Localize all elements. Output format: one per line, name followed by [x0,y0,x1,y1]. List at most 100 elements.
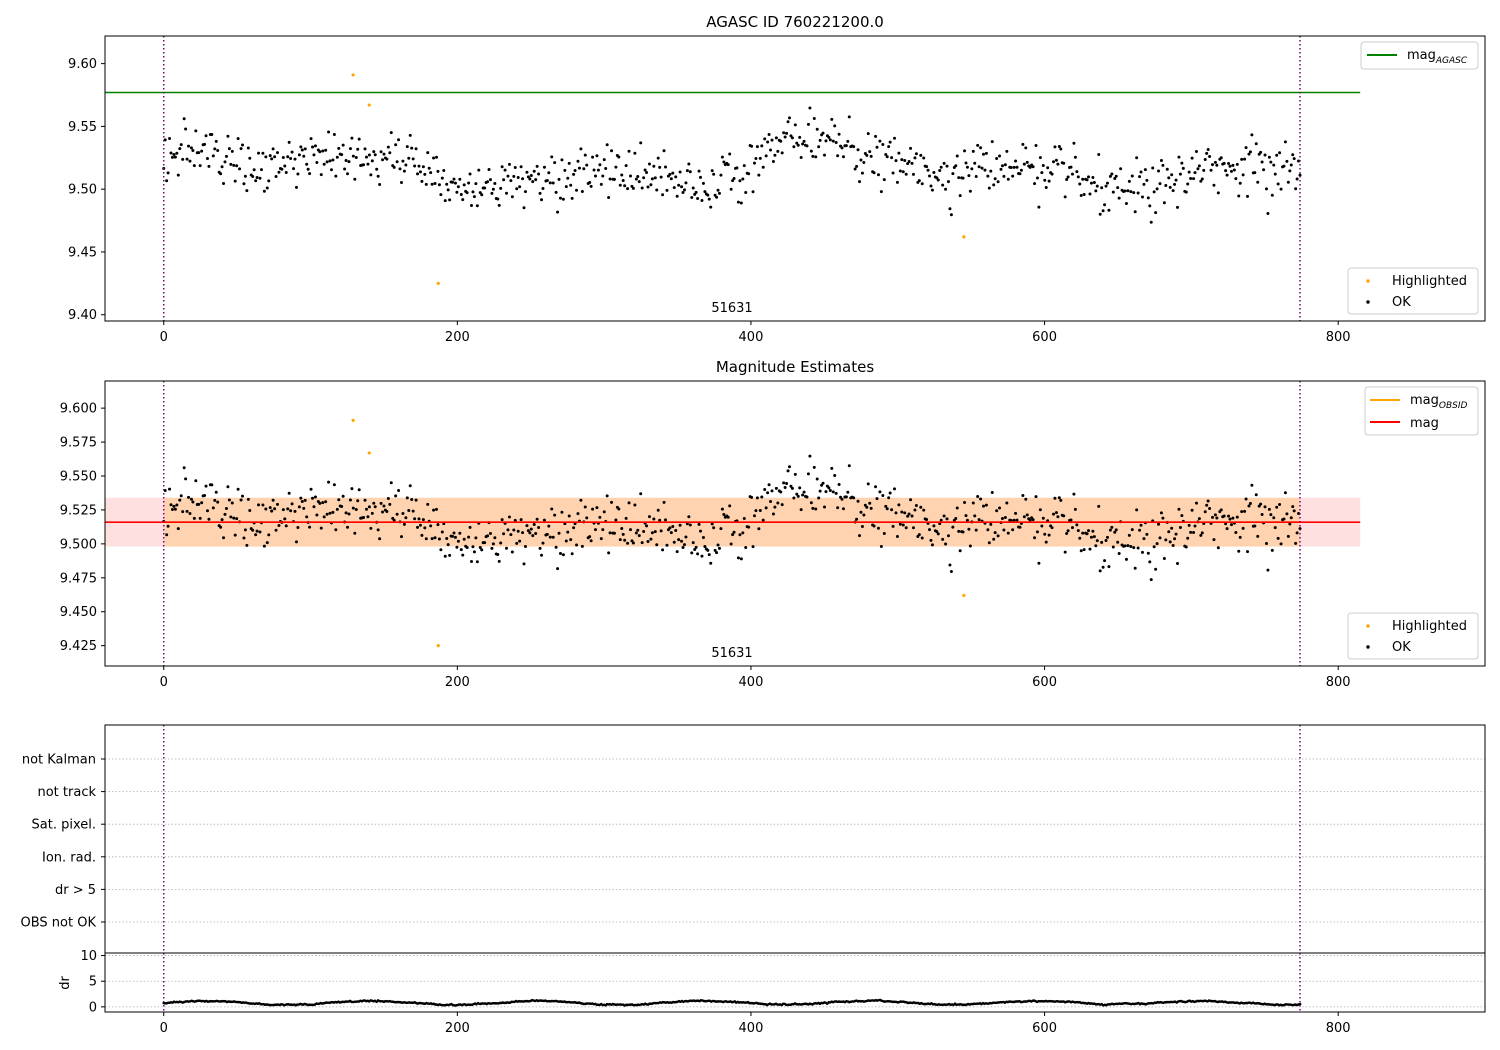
ok-point [808,106,812,110]
ok-point [284,171,288,175]
ok-point [1256,534,1260,538]
ok-point [1209,168,1213,172]
ok-point [815,127,819,131]
ok-point [548,535,552,539]
ok-point [1250,483,1254,487]
ok-point [191,148,195,152]
ok-point [563,168,567,172]
ok-point [1095,184,1099,188]
ok-point [1123,189,1127,193]
ok-point [767,133,771,137]
ok-point [399,535,403,539]
ok-point [299,145,303,149]
ok-point [728,504,732,508]
ok-point [827,135,831,139]
ok-point [334,528,338,532]
ok-point [719,173,723,177]
ok-point [828,138,832,142]
ok-point [1288,169,1292,173]
ok-point [1162,557,1166,561]
ok-point [961,530,965,534]
ok-point [1065,178,1069,182]
ok-point [421,518,425,522]
ok-point [652,517,656,521]
ok-point [379,501,383,505]
ok-point [245,189,249,193]
ok-point [713,548,717,552]
ok-point [706,193,710,197]
ok-point [1272,163,1276,167]
ok-point [394,143,398,147]
ok-point [664,518,668,522]
y-tick-label: 9.450 [60,605,97,620]
ok-point [656,508,660,512]
ok-point [1044,540,1048,544]
ok-point [1005,501,1009,505]
ok-point [271,498,275,502]
ok-point [1113,530,1117,534]
ok-point [793,472,797,476]
ok-point [831,139,835,143]
ok-point [1040,524,1044,528]
ok-point [322,515,326,519]
ok-point [1116,186,1120,190]
flag-label: Ion. rad. [42,850,96,865]
x-tick-label: 0 [160,330,168,345]
ok-point [650,177,654,181]
ok-point [388,502,392,506]
ok-point [884,504,888,508]
ok-point [477,168,481,172]
ok-point [1259,502,1263,506]
ok-point [881,494,885,498]
ok-point [1275,153,1279,157]
ok-point [913,508,917,512]
ok-point [858,534,862,538]
ok-point [786,120,790,124]
ok-point [1167,530,1171,534]
ok-point [954,517,958,521]
ok-point [859,158,863,162]
ok-point [178,147,182,151]
ok-point [439,193,443,197]
ok-point [621,178,625,182]
ok-point [1124,202,1128,206]
ok-point [1041,163,1045,167]
ok-point [1089,181,1093,185]
ok-point [564,185,568,189]
ok-point [681,545,685,549]
ok-point [979,146,983,150]
ok-point [944,187,948,191]
ok-point [429,171,433,175]
ok-point [424,182,428,186]
ok-point [229,162,233,166]
ok-point [535,517,539,521]
ok-point [493,536,497,540]
ok-point [626,187,630,191]
ok-point [658,165,662,169]
ok-point [233,533,237,537]
ok-point [1264,187,1268,191]
ok-point [287,140,291,144]
ok-point [1003,163,1007,167]
ok-point [738,179,742,183]
ok-point [1229,523,1233,527]
ok-point [1267,155,1271,159]
ok-point [470,204,474,208]
ok-point [1212,538,1216,542]
ok-point [1050,526,1054,530]
ok-point [774,486,778,490]
ok-point [207,517,211,521]
ok-point [763,488,767,492]
ok-point [1225,173,1229,177]
ok-point [681,191,685,195]
ok-point [420,533,424,537]
highlighted-point [351,73,355,77]
ok-point [502,532,506,536]
ok-point [287,491,291,495]
ok-point [983,168,987,172]
ok-point [423,172,427,176]
ok-point [824,139,828,143]
ok-point [894,159,898,163]
ok-point [806,122,810,126]
ok-point [693,548,697,552]
